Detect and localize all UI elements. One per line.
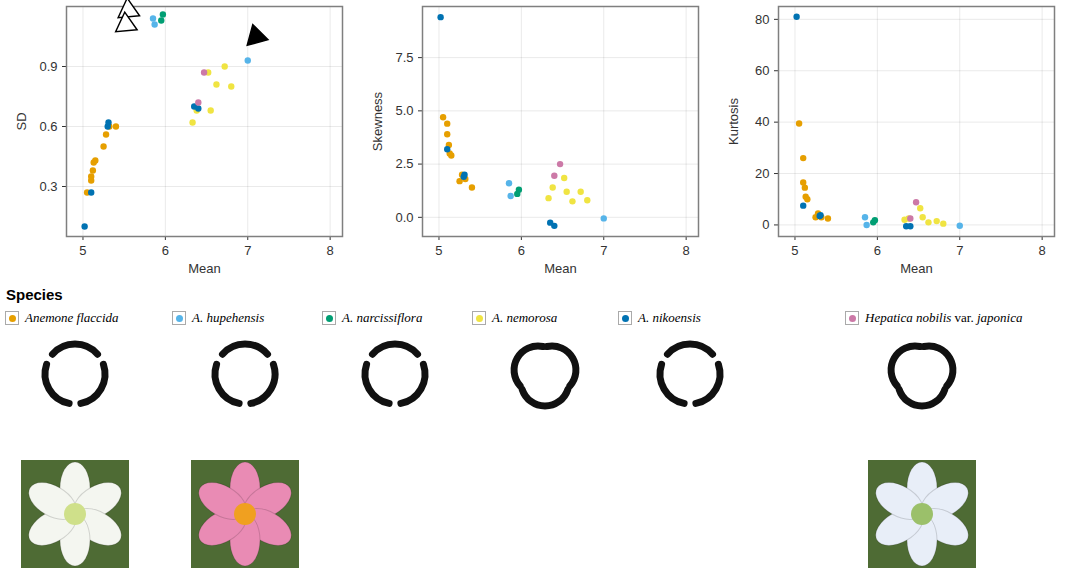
- svg-text:5: 5: [791, 243, 798, 258]
- svg-text:5.0: 5.0: [395, 103, 413, 118]
- html-text:A. narcissiflora: A. narcissiflora: [342, 310, 423, 325]
- svg-text:8: 8: [327, 243, 334, 258]
- svg-text:0.0: 0.0: [395, 209, 413, 224]
- html-text:A. nemorosa: A. nemorosa: [492, 310, 558, 325]
- svg-text:6: 6: [874, 243, 881, 258]
- html-text:Anemone flaccida: Anemone flaccida: [25, 310, 119, 325]
- html-text:Species: Species: [6, 286, 63, 303]
- svg-text:8: 8: [1039, 243, 1046, 258]
- svg-text:0: 0: [762, 217, 769, 232]
- svg-text:60: 60: [755, 63, 769, 78]
- svg-text:0.9: 0.9: [39, 59, 57, 74]
- svg-text:Kurtosis: Kurtosis: [726, 98, 741, 145]
- svg-text:7: 7: [956, 243, 963, 258]
- svg-text:6: 6: [162, 243, 169, 258]
- svg-text:7.5: 7.5: [395, 50, 413, 65]
- svg-text:5: 5: [79, 243, 86, 258]
- svg-text:5: 5: [435, 243, 442, 258]
- svg-text:80: 80: [755, 12, 769, 27]
- svg-text:40: 40: [755, 114, 769, 129]
- svg-text:7: 7: [600, 243, 607, 258]
- svg-text:7: 7: [244, 243, 251, 258]
- svg-text:Mean: Mean: [188, 261, 221, 276]
- svg-text:0.6: 0.6: [39, 119, 57, 134]
- svg-text:6: 6: [518, 243, 525, 258]
- html-text:A. hupehensis: A. hupehensis: [192, 310, 265, 325]
- svg-text:Skewness: Skewness: [370, 91, 385, 151]
- html-text:A. nikoensis: A. nikoensis: [638, 310, 701, 325]
- svg-text:Mean: Mean: [544, 261, 577, 276]
- svg-text:Mean: Mean: [900, 261, 933, 276]
- svg-text:2.5: 2.5: [395, 156, 413, 171]
- svg-text:20: 20: [755, 166, 769, 181]
- svg-text:0.3: 0.3: [39, 179, 57, 194]
- html-text:Hepatica nobilis var. japonica: Hepatica nobilis var. japonica: [865, 310, 1023, 325]
- svg-text:SD: SD: [14, 112, 29, 130]
- svg-text:8: 8: [683, 243, 690, 258]
